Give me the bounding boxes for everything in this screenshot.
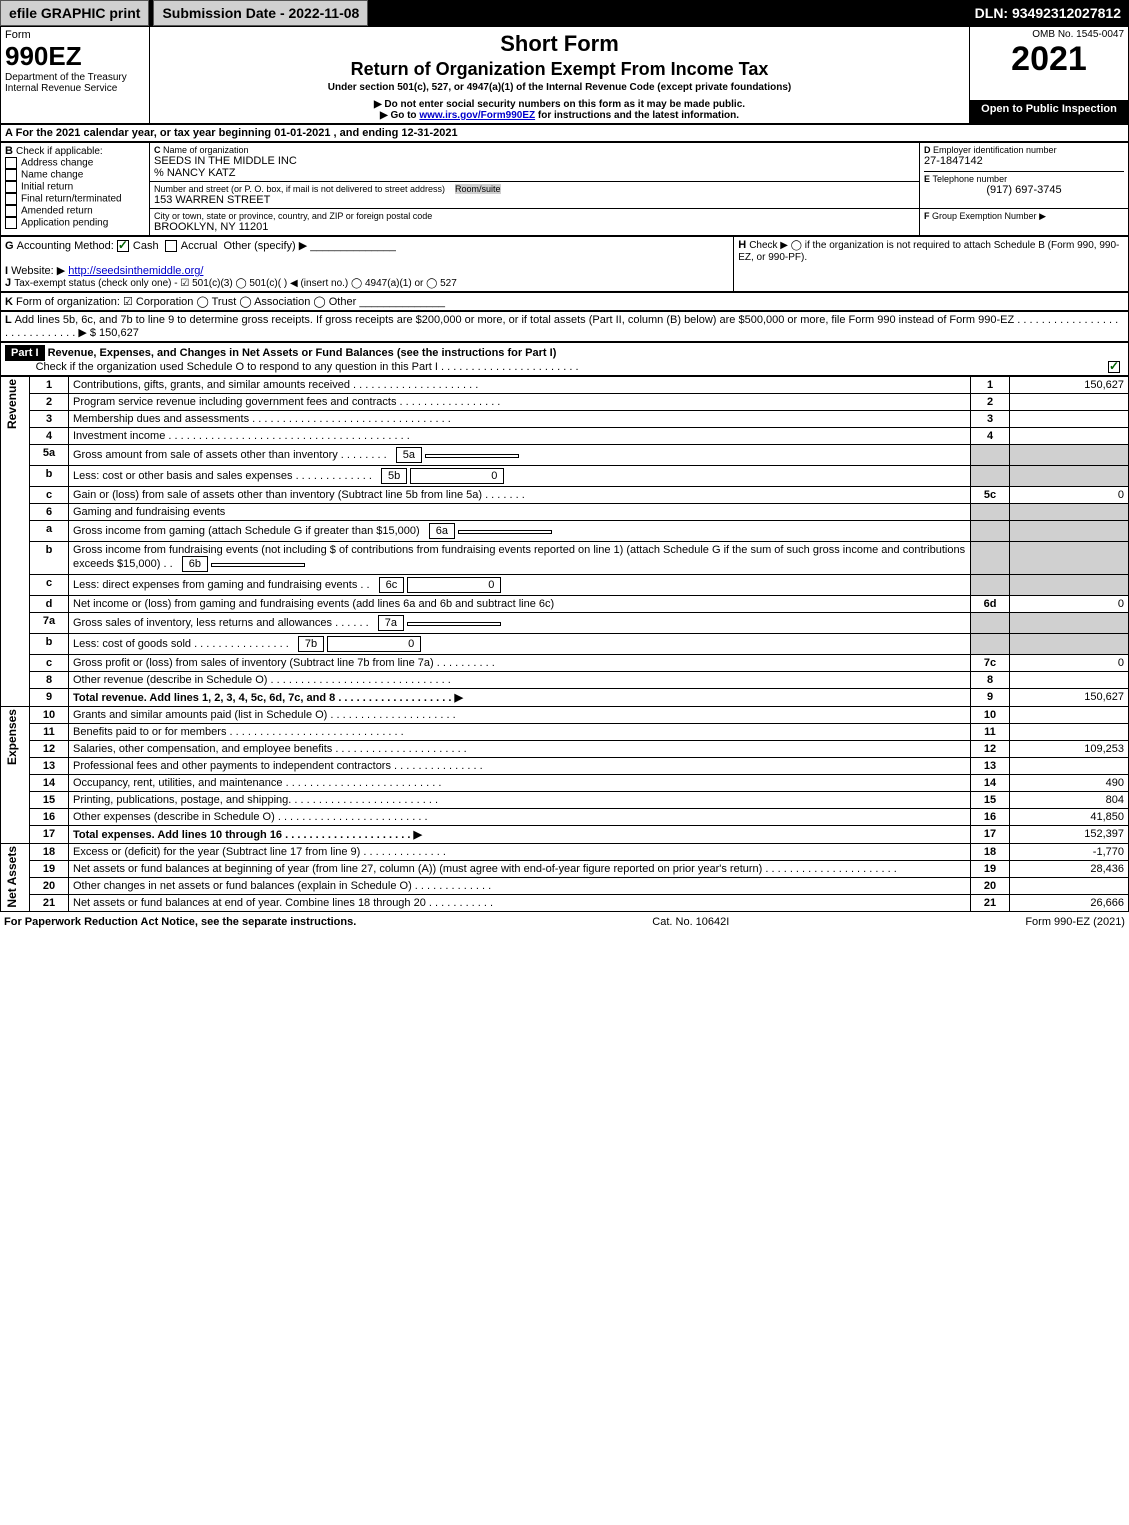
net-assets-section-label: Net Assets	[5, 846, 19, 908]
cash-checkbox[interactable]	[117, 240, 129, 252]
no-ssn-warning: ▶ Do not enter social security numbers o…	[154, 99, 965, 110]
line-9-label: Total revenue. Add lines 1, 2, 3, 4, 5c,…	[69, 689, 971, 707]
line-11-label: Benefits paid to or for members . . . . …	[69, 724, 971, 741]
line-1-num: 1	[30, 377, 69, 394]
line-7b-label: Less: cost of goods sold . . . . . . . .…	[73, 638, 289, 650]
accounting-label: Accounting Method:	[17, 240, 114, 252]
ein-value: 27-1847142	[924, 155, 1124, 167]
form-of-organization: Form of organization: ☑ Corporation ◯ Tr…	[16, 296, 356, 308]
line-5a-label: Gross amount from sale of assets other t…	[73, 449, 387, 461]
expenses-section-label: Expenses	[5, 709, 19, 765]
part1-check-text: Check if the organization used Schedule …	[36, 361, 579, 373]
org-name: SEEDS IN THE MIDDLE INC	[154, 155, 915, 167]
application-pending-checkbox[interactable]	[5, 217, 17, 229]
check-if-applicable: Check if applicable:	[16, 146, 103, 157]
dln-label: DLN: 93492312027812	[967, 1, 1129, 25]
line-17-label: Total expenses. Add lines 10 through 16 …	[69, 826, 971, 844]
group-exemption-label: Group Exemption Number	[932, 211, 1037, 221]
open-to-public: Open to Public Inspection	[970, 101, 1129, 124]
line-5b-label: Less: cost or other basis and sales expe…	[73, 470, 372, 482]
line-1-value: 150,627	[1010, 377, 1129, 394]
section-a: A For the 2021 calendar year, or tax yea…	[0, 124, 1129, 142]
form-of-org: K Form of organization: ☑ Corporation ◯ …	[0, 292, 1129, 311]
ein-label: Employer identification number	[933, 145, 1057, 155]
line-13-label: Professional fees and other payments to …	[69, 758, 971, 775]
care-of: % NANCY KATZ	[154, 167, 915, 179]
form-ref: Form 990-EZ (2021)	[1025, 916, 1125, 928]
street-address: 153 WARREN STREET	[154, 194, 915, 206]
schedule-o-checkbox[interactable]	[1108, 361, 1120, 373]
line-6c-label: Less: direct expenses from gaming and fu…	[73, 579, 370, 591]
line-3-label: Membership dues and assessments . . . . …	[69, 411, 971, 428]
accounting-method: G Accounting Method: Cash Accrual Other …	[0, 236, 1129, 292]
omb-number: OMB No. 1545-0047	[974, 29, 1124, 40]
name-change-checkbox[interactable]	[5, 169, 17, 181]
org-info-table: B Check if applicable: Address change Na…	[0, 142, 1129, 236]
city-state-zip: BROOKLYN, NY 11201	[154, 221, 915, 233]
line-7a-label: Gross sales of inventory, less returns a…	[73, 617, 369, 629]
gross-receipts-amount: 150,627	[99, 327, 139, 339]
short-form-title: Short Form	[154, 31, 965, 57]
part1-header: Part I Revenue, Expenses, and Changes in…	[0, 342, 1129, 376]
submission-date: Submission Date - 2022-11-08	[153, 0, 368, 26]
address-change-checkbox[interactable]	[5, 157, 17, 169]
cat-number: Cat. No. 10642I	[652, 916, 729, 928]
line-4-label: Investment income . . . . . . . . . . . …	[69, 428, 971, 445]
tax-year: 2021	[974, 40, 1124, 79]
revenue-section-label: Revenue	[5, 379, 19, 429]
line-19-label: Net assets or fund balances at beginning…	[69, 861, 971, 878]
line-5c-label: Gain or (loss) from sale of assets other…	[69, 487, 971, 504]
phone-value: (917) 697-3745	[924, 184, 1124, 196]
line-18-label: Excess or (deficit) for the year (Subtra…	[69, 844, 971, 861]
tax-exempt-status: Tax-exempt status (check only one) - ☑ 5…	[14, 278, 457, 289]
part1-title: Revenue, Expenses, and Changes in Net As…	[48, 347, 557, 359]
city-label: City or town, state or province, country…	[154, 211, 915, 221]
part1-label: Part I	[5, 345, 45, 361]
line-6a-label: Gross income from gaming (attach Schedul…	[73, 525, 420, 537]
amended-return-checkbox[interactable]	[5, 205, 17, 217]
street-label: Number and street (or P. O. box, if mail…	[154, 184, 445, 194]
header-table: Form 990EZ Department of the Treasury In…	[0, 26, 1129, 124]
line-16-label: Other expenses (describe in Schedule O) …	[69, 809, 971, 826]
phone-label: Telephone number	[933, 174, 1008, 184]
main-title: Return of Organization Exempt From Incom…	[154, 59, 965, 80]
website-label: Website: ▶	[11, 265, 65, 277]
under-section: Under section 501(c), 527, or 4947(a)(1)…	[154, 82, 965, 93]
tax-year-period: For the 2021 calendar year, or tax year …	[16, 127, 458, 139]
final-return-checkbox[interactable]	[5, 193, 17, 205]
website-link[interactable]: http://seedsinthemiddle.org/	[68, 265, 203, 277]
room-suite-label: Room/suite	[455, 184, 501, 194]
line-1-label: Contributions, gifts, grants, and simila…	[69, 377, 971, 394]
irs-label: Internal Revenue Service	[5, 83, 145, 94]
schedule-b-check: Check ▶ ◯ if the organization is not req…	[738, 240, 1119, 263]
line-8-label: Other revenue (describe in Schedule O) .…	[69, 672, 971, 689]
org-name-label: Name of organization	[163, 145, 249, 155]
line-20-label: Other changes in net assets or fund bala…	[69, 878, 971, 895]
paperwork-notice: For Paperwork Reduction Act Notice, see …	[4, 916, 356, 928]
lines-table: Revenue 1 Contributions, gifts, grants, …	[0, 376, 1129, 912]
line-12-label: Salaries, other compensation, and employ…	[69, 741, 971, 758]
form-label: Form	[5, 29, 145, 41]
dept-treasury: Department of the Treasury	[5, 72, 145, 83]
efile-print-button[interactable]: efile GRAPHIC print	[0, 0, 149, 26]
form-number: 990EZ	[5, 41, 145, 72]
gross-receipts-text: Add lines 5b, 6c, and 7b to line 9 to de…	[5, 314, 1118, 339]
line-21-label: Net assets or fund balances at end of ye…	[69, 895, 971, 912]
line-10-label: Grants and similar amounts paid (list in…	[69, 707, 971, 724]
irs-link[interactable]: www.irs.gov/Form990EZ	[419, 110, 535, 121]
footer: For Paperwork Reduction Act Notice, see …	[0, 912, 1129, 932]
initial-return-checkbox[interactable]	[5, 181, 17, 193]
line-2-label: Program service revenue including govern…	[69, 394, 971, 411]
accrual-checkbox[interactable]	[165, 240, 177, 252]
line-14-label: Occupancy, rent, utilities, and maintena…	[69, 775, 971, 792]
goto-instructions: ▶ Go to www.irs.gov/Form990EZ for instru…	[154, 110, 965, 121]
line-7c-label: Gross profit or (loss) from sales of inv…	[69, 655, 971, 672]
line-15-label: Printing, publications, postage, and shi…	[69, 792, 971, 809]
top-bar: efile GRAPHIC print Submission Date - 20…	[0, 0, 1129, 26]
gross-receipts: L Add lines 5b, 6c, and 7b to line 9 to …	[0, 311, 1129, 342]
line-6d-label: Net income or (loss) from gaming and fun…	[69, 596, 971, 613]
line-6-label: Gaming and fundraising events	[69, 504, 971, 521]
